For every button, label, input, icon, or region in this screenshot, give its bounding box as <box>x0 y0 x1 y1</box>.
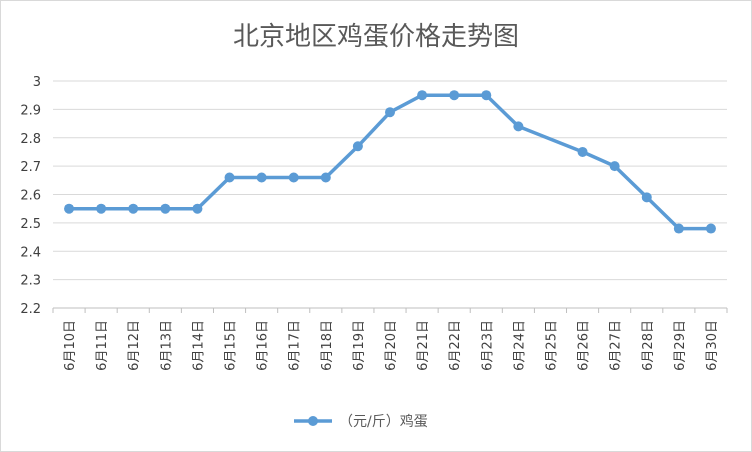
data-point <box>320 172 331 183</box>
data-point <box>513 121 524 132</box>
x-tick-label: 6月28日 <box>641 320 656 371</box>
y-tick-label: 3 <box>33 75 41 90</box>
y-tick-label: 2.4 <box>20 245 41 260</box>
data-point <box>385 107 395 118</box>
y-tick-label: 2.2 <box>20 302 41 317</box>
data-point <box>641 192 652 203</box>
x-tick-label: 6月27日 <box>609 320 624 371</box>
data-point <box>64 203 75 214</box>
x-tick-label: 6月29日 <box>673 320 688 371</box>
data-point <box>160 203 171 214</box>
y-tick-label: 2.6 <box>20 189 41 204</box>
x-tick-label: 6月21日 <box>416 320 431 371</box>
data-point <box>481 90 492 101</box>
x-tick-label: 6月17日 <box>288 320 303 371</box>
legend: （元/斤）鸡蛋 <box>294 413 428 430</box>
x-tick-label: 6月10日 <box>63 320 78 371</box>
series-line <box>67 93 713 231</box>
data-point <box>96 203 107 214</box>
y-tick-label: 2.7 <box>20 160 41 175</box>
x-tick-label: 6月16日 <box>256 320 271 371</box>
legend-marker <box>308 416 318 426</box>
x-tick-label: 6月15日 <box>224 320 239 371</box>
data-point <box>705 223 716 234</box>
legend-label: （元/斤）鸡蛋 <box>339 413 428 430</box>
x-tick-label: 6月23日 <box>480 320 495 371</box>
x-tick-label: 6月20日 <box>384 320 399 371</box>
x-tick-label: 6月24日 <box>512 320 527 371</box>
x-tick-label: 6月22日 <box>448 320 463 371</box>
data-point <box>224 172 235 183</box>
gridlines <box>53 80 727 309</box>
x-tick-label: 6月12日 <box>127 320 142 371</box>
x-tick-label: 6月25日 <box>544 320 559 371</box>
data-point <box>192 203 203 214</box>
data-point <box>288 172 299 183</box>
y-tick-label: 2.5 <box>20 217 41 232</box>
data-point <box>449 90 460 101</box>
data-point <box>417 90 428 101</box>
x-tick-label: 6月14日 <box>191 320 206 371</box>
data-point <box>577 146 588 157</box>
x-tick-label: 6月18日 <box>320 320 335 371</box>
y-axis: 2.2 2.3 2.4 2.5 2.6 2.7 2.8 2.9 3 <box>20 75 41 317</box>
x-tick-label: 6月26日 <box>577 320 592 371</box>
x-tick-label: 6月19日 <box>352 320 367 371</box>
x-axis: 6月10日 6月11日 6月12日 6月13日 6月14日 6月15日 6月16日 6月17日… <box>52 308 728 371</box>
y-tick-label: 2.8 <box>20 132 41 147</box>
data-point <box>256 172 267 183</box>
x-tick-label: 6月30日 <box>705 320 720 371</box>
x-tick-label: 6月11日 <box>95 320 110 371</box>
data-point <box>352 141 363 152</box>
series-layer <box>64 90 716 234</box>
data-point <box>673 223 684 234</box>
y-tick-label: 2.9 <box>20 103 41 118</box>
data-point <box>609 161 620 172</box>
x-tick-label: 6月13日 <box>159 320 174 371</box>
chart-title: 北京地区鸡蛋价格走势图 <box>233 22 519 52</box>
y-tick-label: 2.3 <box>20 274 41 289</box>
data-point <box>128 203 139 214</box>
